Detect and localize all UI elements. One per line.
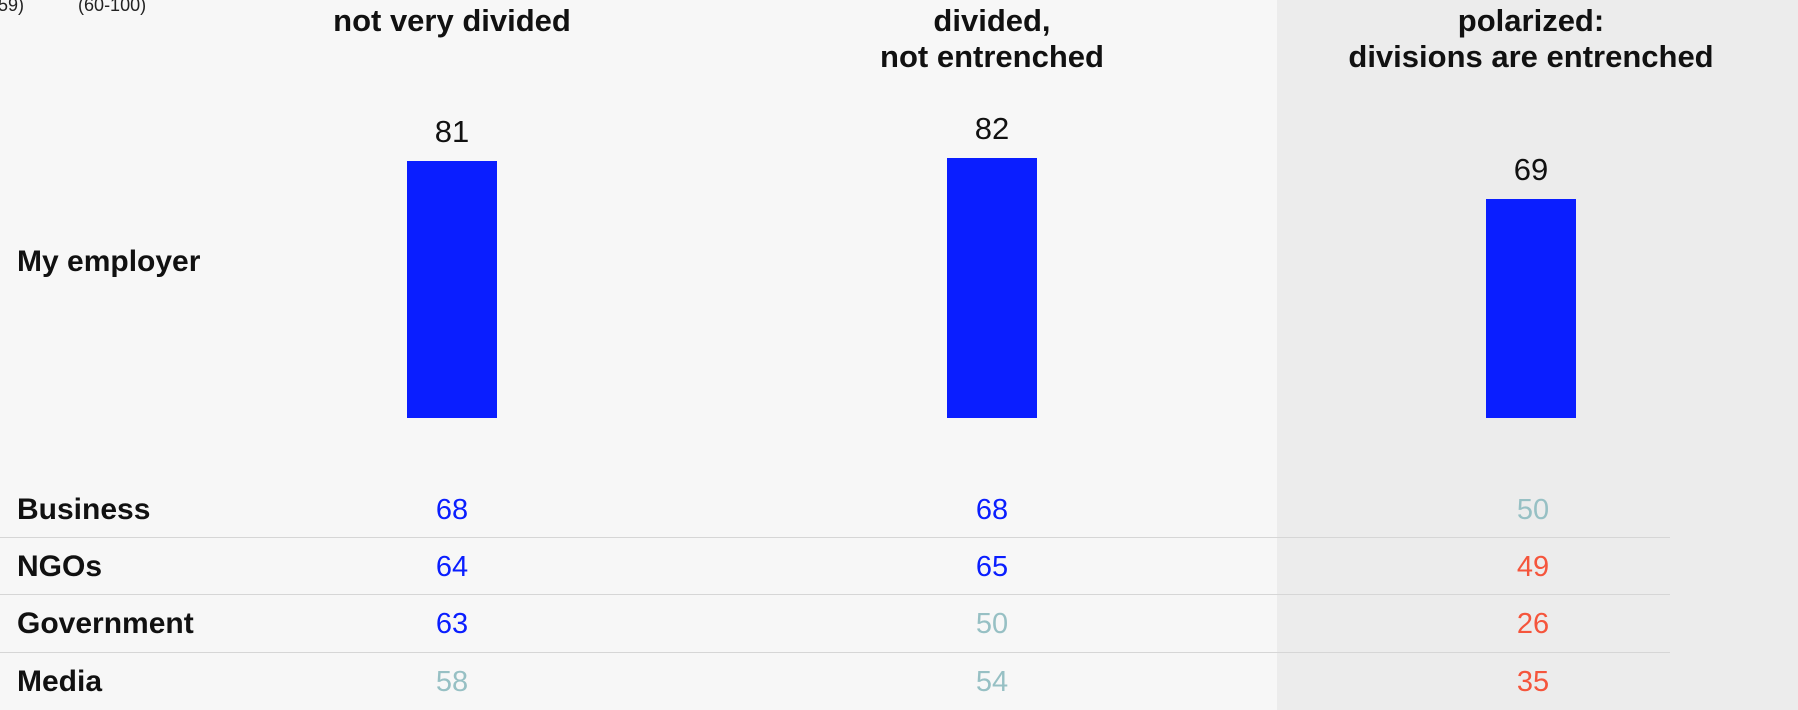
column-title-3: polarized: divisions are entrenched [1348,3,1713,75]
bar-my-employer-col-3 [1486,199,1576,418]
row-label-my-employer: My employer [17,245,201,278]
value-media-col-2: 54 [975,666,1009,698]
bar-my-employer-col-2 [947,158,1037,418]
value-business-col-3: 50 [1516,494,1550,526]
value-ngos-col-2: 65 [975,551,1009,583]
table-divider-1 [0,537,1670,538]
value-business-col-1: 68 [435,494,469,526]
bar-value-col-3: 69 [1513,152,1549,188]
bar-my-employer-col-1 [407,161,497,418]
value-media-col-1: 58 [435,666,469,698]
bar-value-col-2: 82 [974,111,1010,147]
value-government-col-3: 26 [1516,608,1550,640]
value-ngos-col-1: 64 [435,551,469,583]
table-divider-2 [0,594,1670,595]
column-title-2-line-1: divided, [933,3,1051,38]
legend-fragment: -59) (60-100) [0,0,146,16]
row-label-business: Business [17,493,151,526]
column-title-3-line-2: divisions are entrenched [1348,39,1714,74]
column-title-1-line-1: not very divided [333,3,571,38]
value-ngos-col-3: 49 [1516,551,1550,583]
row-label-media: Media [17,665,103,698]
value-government-col-2: 50 [975,608,1009,640]
row-label-government: Government [17,607,194,640]
column-title-1: not very divided [333,3,571,39]
row-label-ngos: NGOs [17,550,103,583]
column-title-3-line-1: polarized: [1457,3,1605,38]
column-title-2-line-2: not entrenched [880,39,1104,74]
value-business-col-2: 68 [975,494,1009,526]
bar-value-col-1: 81 [434,114,470,150]
table-divider-3 [0,652,1670,653]
value-media-col-3: 35 [1516,666,1550,698]
column-title-2: divided, not entrenched [880,3,1104,75]
value-government-col-1: 63 [435,608,469,640]
legend-fragment-right: (60-100) [78,0,147,15]
legend-fragment-left: -59) [0,0,25,15]
